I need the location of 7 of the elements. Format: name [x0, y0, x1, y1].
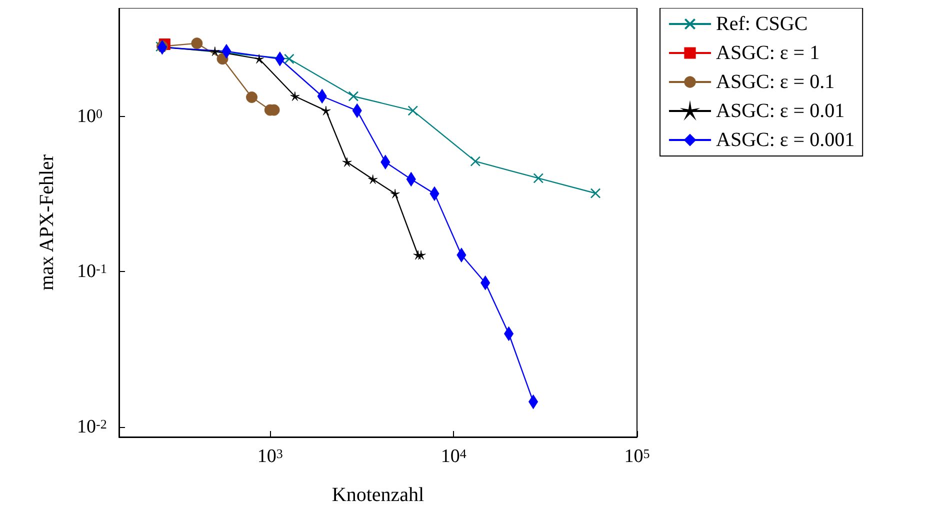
legend-label: ASGC: ε = 0.01	[716, 100, 845, 122]
legend-label: ASGC: ε = 0.001	[716, 129, 855, 151]
x-axis-title: Knotenzahl	[332, 484, 425, 506]
legend-label: ASGC: ε = 1	[716, 42, 820, 64]
y-axis-title: max APX-Fehler	[36, 154, 58, 291]
legend-label: Ref: CSGC	[716, 13, 808, 35]
legend-label: ASGC: ε = 0.1	[716, 71, 835, 93]
